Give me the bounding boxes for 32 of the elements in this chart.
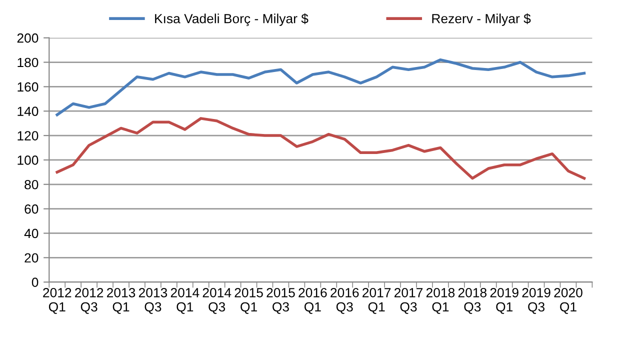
x-tick-label: 2016 Q1	[298, 288, 327, 314]
y-tick-label: 200	[17, 33, 38, 43]
x-tick-label: 2020 Q1	[554, 288, 582, 314]
x-tick-label: 2015 Q1	[234, 288, 263, 314]
x-tick-label: 2012 Q1	[43, 288, 72, 314]
legend-label: Rezerv - Milyar $	[432, 13, 531, 26]
y-tick-label: 100	[18, 156, 38, 165]
x-tick-label: 2016 Q3	[330, 288, 359, 314]
y-tick-label: 140	[18, 106, 38, 116]
x-tick-label: 2014 Q1	[170, 288, 200, 314]
y-tick-label: 20	[24, 253, 38, 263]
x-tick-label: 2012 Q3	[75, 288, 104, 314]
y-tick-label: 60	[24, 204, 38, 214]
x-tick-label: 2013 Q1	[107, 288, 136, 314]
x-tick-label: 2018 Q1	[426, 288, 455, 314]
y-tick-label: 160	[18, 82, 38, 92]
legend-label: Kısa Vadeli Borç - Milyar $	[155, 13, 308, 26]
x-tick-label: 2017 Q3	[394, 288, 423, 314]
x-tick-label: 2017 Q1	[362, 288, 391, 314]
line-series	[56, 117, 586, 180]
y-tick-label: 40	[24, 228, 38, 238]
x-tick-label: 2019 Q3	[522, 288, 550, 314]
y-tick-label: 180	[18, 58, 38, 68]
x-tick-label: 2018 Q3	[458, 288, 487, 314]
y-tick-label: 80	[24, 180, 38, 190]
line-series	[56, 58, 586, 116]
y-tick-label: 0	[32, 278, 38, 287]
x-tick-label: 2019 Q1	[490, 288, 518, 314]
y-tick-label: 120	[18, 131, 38, 140]
x-tick-label: 2013 Q3	[138, 288, 168, 314]
x-tick-label: 2015 Q3	[266, 288, 295, 314]
x-tick-label: 2014 Q3	[202, 288, 232, 314]
